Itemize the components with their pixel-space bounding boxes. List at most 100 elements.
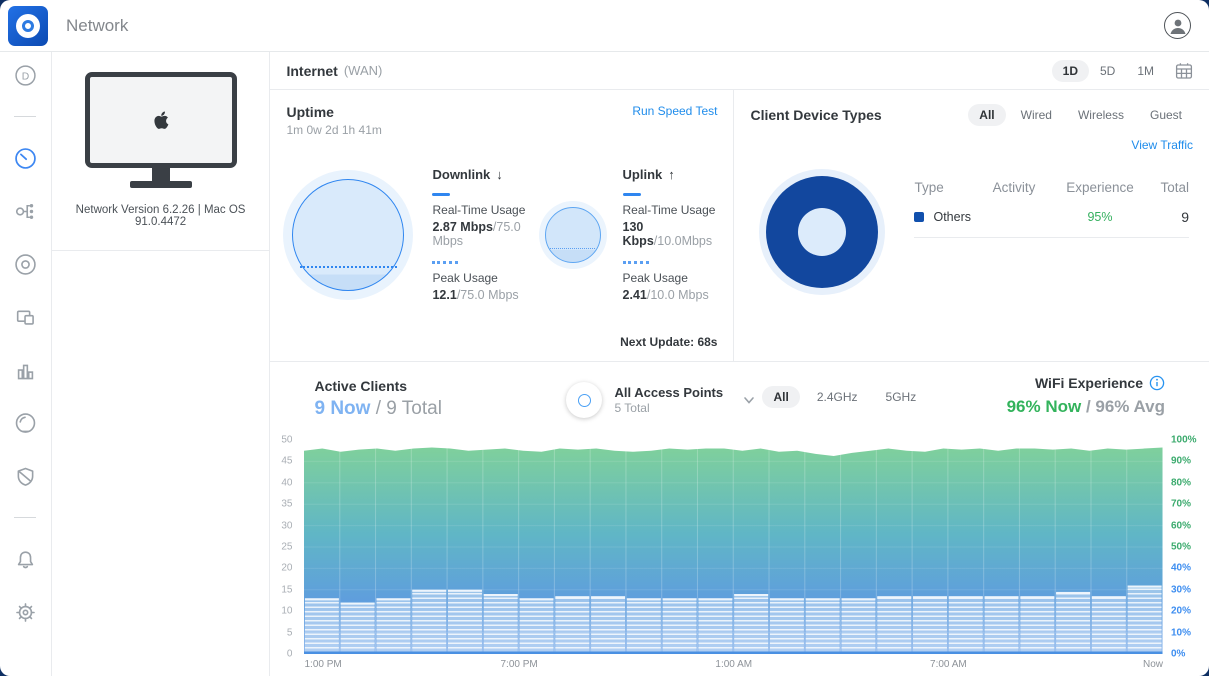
clients-icon[interactable] bbox=[13, 305, 37, 329]
experience-tick-label: 60% bbox=[1171, 520, 1192, 532]
wifi-experience-values: 96% Now / 96% Avg bbox=[1006, 397, 1165, 416]
band-filter: All 2.4GHz 5GHz bbox=[762, 386, 927, 408]
uplink-usage-circle bbox=[544, 206, 601, 263]
uptime-panel: Uptime 1m 0w 2d 1h 41m Run Speed Test Do… bbox=[270, 90, 735, 361]
realtime-legend-dash bbox=[432, 193, 451, 196]
calendar-icon[interactable] bbox=[1175, 62, 1193, 80]
internet-subtitle: (WAN) bbox=[343, 63, 383, 78]
range-1m-button[interactable]: 1M bbox=[1126, 60, 1165, 82]
client-types-table: Type Activity Experience Total Others 95… bbox=[914, 180, 1189, 238]
experience-tick-label: 20% bbox=[1171, 605, 1192, 617]
peak-legend-dash bbox=[432, 261, 459, 264]
app-header: Network bbox=[0, 0, 1209, 52]
uptime-title: Uptime bbox=[286, 104, 334, 120]
internet-title: Internet bbox=[286, 62, 338, 79]
unifi-logo[interactable] bbox=[8, 5, 48, 46]
chevron-down-icon bbox=[744, 397, 754, 404]
topology-icon[interactable] bbox=[13, 199, 37, 223]
svg-text:D: D bbox=[22, 71, 29, 82]
y-tick-label: 20 bbox=[281, 562, 293, 574]
notifications-icon[interactable] bbox=[13, 547, 37, 571]
range-5d-button[interactable]: 5D bbox=[1089, 60, 1126, 82]
clients-experience-chart[interactable] bbox=[304, 440, 1163, 654]
rail-divider bbox=[14, 116, 37, 117]
active-clients-title: Active Clients bbox=[314, 378, 408, 394]
view-traffic-link[interactable]: View Traffic bbox=[1131, 138, 1193, 152]
access-point-icon bbox=[566, 382, 603, 418]
y-tick-label: 5 bbox=[286, 627, 293, 639]
others-swatch bbox=[914, 212, 925, 222]
run-speed-test-link[interactable]: Run Speed Test bbox=[632, 104, 718, 118]
x-tick-label: Now bbox=[1142, 659, 1163, 670]
console-version-caption: Network Version 6.2.26 | Mac OS 91.0.447… bbox=[75, 204, 246, 228]
client-types-tabs: All Wired Wireless Guest bbox=[968, 104, 1193, 126]
tab-wired[interactable]: Wired bbox=[1010, 104, 1063, 126]
table-row[interactable]: Others 95% 9 bbox=[914, 207, 1189, 238]
experience-tick-label: 30% bbox=[1171, 584, 1192, 596]
console-device-card[interactable]: Network Version 6.2.26 | Mac OS 91.0.447… bbox=[51, 52, 270, 251]
realtime-legend-dash bbox=[622, 193, 641, 196]
uptime-value: 1m 0w 2d 1h 41m bbox=[286, 123, 382, 137]
peak-legend-dash bbox=[622, 261, 649, 264]
active-clients-count: 9 Now / 9 Total bbox=[314, 398, 442, 419]
experience-tick-label: 80% bbox=[1171, 477, 1192, 489]
sidebar-rail: D bbox=[0, 52, 52, 676]
statistics-icon[interactable] bbox=[13, 358, 37, 382]
internet-wan-bar: Internet (WAN) 1D 5D 1M bbox=[270, 52, 1209, 90]
y-tick-label: 25 bbox=[281, 541, 293, 553]
access-points-selector[interactable]: All Access Points 5 Total bbox=[566, 382, 757, 418]
page-title: Network bbox=[66, 15, 129, 35]
y-tick-label: 0 bbox=[286, 648, 293, 660]
experience-y-axis: 100% 90% 80% 70% 60% 50% 40% 30% 20% 10% 0% bbox=[1165, 435, 1209, 660]
band-all-button[interactable]: All bbox=[762, 386, 800, 408]
active-clients-section: Active Clients 9 Now / 9 Total All Acces… bbox=[270, 362, 1209, 676]
client-types-donut-chart[interactable] bbox=[766, 176, 879, 288]
security-icon[interactable] bbox=[13, 464, 37, 488]
y-tick-label: 45 bbox=[281, 455, 293, 467]
tab-guest[interactable]: Guest bbox=[1139, 104, 1193, 126]
tab-all[interactable]: All bbox=[968, 104, 1006, 126]
experience-tick-label: 100% bbox=[1171, 434, 1197, 446]
x-tick-label: 1:00 PM bbox=[304, 659, 342, 670]
experience-tick-label: 10% bbox=[1171, 627, 1192, 639]
console-icon[interactable]: D bbox=[13, 63, 37, 87]
dashboard-icon[interactable] bbox=[13, 146, 37, 170]
settings-icon[interactable] bbox=[13, 600, 37, 624]
downlink-usage-circle bbox=[292, 178, 405, 291]
y-tick-label: 50 bbox=[281, 434, 293, 446]
client-types-title: Client Device Types bbox=[750, 107, 882, 123]
mac-monitor-image bbox=[84, 72, 237, 188]
experience-tick-label: 90% bbox=[1171, 455, 1192, 467]
band-5ghz-button[interactable]: 5GHz bbox=[875, 386, 928, 408]
client-device-types-panel: Client Device Types All Wired Wireless G… bbox=[734, 90, 1209, 361]
experience-tick-label: 40% bbox=[1171, 562, 1192, 574]
x-tick-label: 1:00 AM bbox=[715, 659, 753, 670]
down-arrow-icon: ↓ bbox=[496, 167, 503, 182]
downlink-stats: Downlink ↓ Real-Time Usage 2.87 Mbps/75.0… bbox=[432, 167, 526, 302]
y-tick-label: 35 bbox=[281, 498, 293, 510]
wifi-experience-block: WiFi Experience 96% Now / 96% Avg bbox=[1006, 375, 1165, 416]
y-tick-label: 10 bbox=[281, 605, 293, 617]
y-tick-label: 30 bbox=[281, 520, 293, 532]
console-column: Network Version 6.2.26 | Mac OS 91.0.447… bbox=[51, 52, 271, 676]
x-tick-label: 7:00 AM bbox=[930, 659, 967, 670]
experience-tick-label: 50% bbox=[1171, 541, 1192, 553]
next-update-countdown: Next Update: 68s bbox=[620, 335, 718, 349]
range-1d-button[interactable]: 1D bbox=[1051, 59, 1089, 82]
band-24ghz-button[interactable]: 2.4GHz bbox=[806, 386, 869, 408]
unifi-devices-icon[interactable] bbox=[13, 252, 37, 276]
uplink-stats: Uplink ↑ Real-Time Usage 130 Kbps/10.0Mbp… bbox=[622, 167, 716, 302]
y-tick-label: 40 bbox=[281, 477, 293, 489]
user-avatar-icon[interactable] bbox=[1164, 12, 1191, 39]
rail-divider bbox=[14, 517, 37, 518]
tab-wireless[interactable]: Wireless bbox=[1067, 104, 1135, 126]
experience-tick-label: 70% bbox=[1171, 498, 1192, 510]
y-tick-label: 15 bbox=[281, 584, 293, 596]
x-tick-label: 7:00 PM bbox=[500, 659, 538, 670]
up-arrow-icon: ↑ bbox=[668, 167, 675, 182]
experience-tick-label: 0% bbox=[1171, 648, 1186, 660]
info-icon[interactable] bbox=[1149, 375, 1165, 391]
clients-y-axis: 50 45 40 35 30 25 20 15 10 5 0 bbox=[270, 435, 299, 660]
hotspot-icon[interactable] bbox=[13, 411, 37, 435]
